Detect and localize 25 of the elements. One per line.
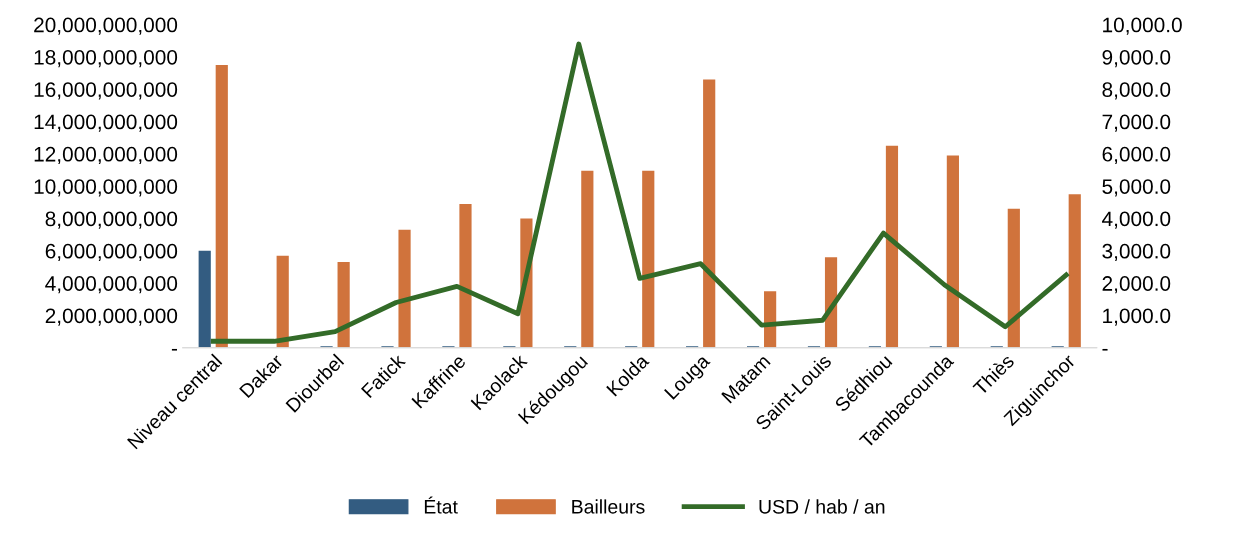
y2-tick-label: 1,000.0	[1103, 308, 1171, 326]
y-tick-label: 8,000,000,000	[45, 211, 178, 229]
y2-tick-label: -	[1102, 348, 1108, 351]
y-tick-label: 6,000,000,000	[45, 243, 178, 262]
legend-label: Bailleurs	[572, 499, 645, 514]
y-tick-label: 16,000,000,000	[34, 82, 178, 100]
legend-label: État	[424, 496, 458, 514]
y2-tick-label: 4,000.0	[1102, 211, 1171, 229]
y2-tick-label: 3,000.0	[1102, 243, 1171, 262]
y-tick-label: 4,000,000,000	[45, 276, 178, 294]
y-tick-label: 14,000,000,000	[34, 114, 178, 132]
y-tick-label: 20,000,000,000	[34, 17, 178, 35]
y2-tick-label: 5,000.0	[1102, 179, 1171, 197]
y-tick-label: 10,000,000,000	[34, 179, 178, 197]
y2-tick-label: 10,000.0	[1103, 17, 1182, 35]
y2-tick-label: 8,000.0	[1102, 82, 1171, 100]
legend-label: USD / hab / an	[759, 499, 885, 514]
y2-tick-label: 9,000.0	[1102, 49, 1171, 68]
y2-tick-label: 2,000.0	[1102, 276, 1171, 294]
y-tick-label: 18,000,000,000	[34, 49, 178, 68]
y-tick-label: -	[171, 348, 177, 351]
y-tick-label: 12,000,000,000	[34, 146, 178, 165]
y2-tick-label: 6,000.0	[1102, 146, 1171, 165]
y-tick-label: 2,000,000,000	[45, 308, 178, 326]
y2-tick-label: 7,000.0	[1102, 114, 1171, 132]
